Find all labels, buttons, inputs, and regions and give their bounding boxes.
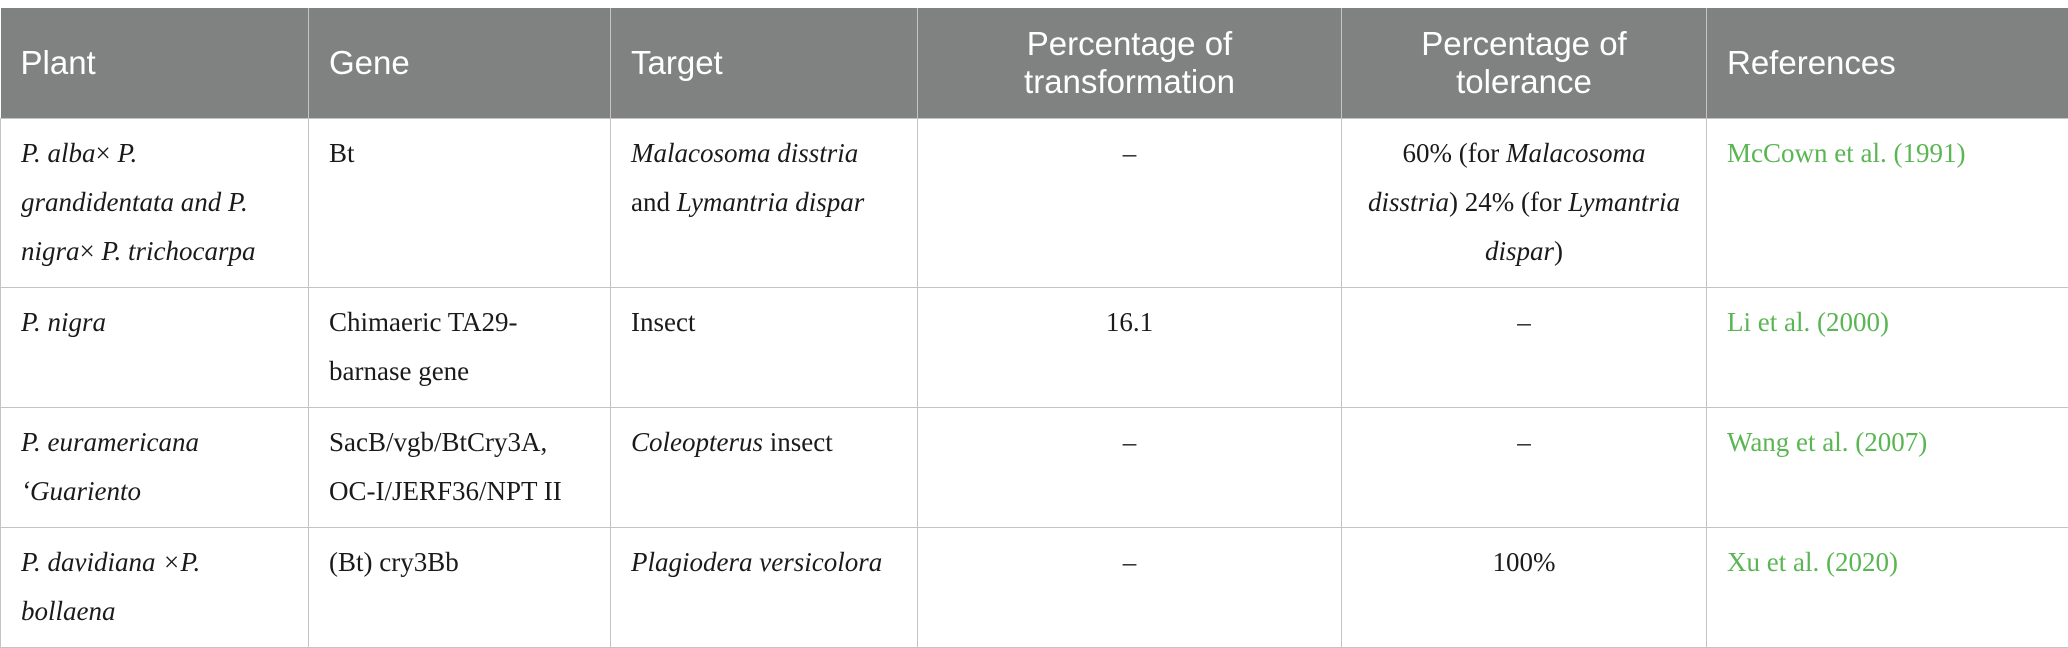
italic-text: Malacosoma disstria [631, 138, 858, 168]
italic-text: P. nigra [21, 307, 106, 337]
cell-reference-link[interactable]: Wang et al. (2007) [1707, 407, 2068, 527]
header-references: References [1707, 8, 2068, 118]
cell-target: Malacosoma disstria and Lymantria dispar [611, 118, 918, 287]
italic-text: P. trichocarpa [102, 236, 256, 266]
text: 60% (for [1403, 138, 1506, 168]
cell-gene: Chimaeric TA29-barnase gene [309, 287, 611, 407]
header-tolerance-line2: tolerance [1456, 63, 1592, 100]
header-gene: Gene [309, 8, 611, 118]
italic-text: Plagiodera versicolora [631, 547, 882, 577]
cell-gene: (Bt) cry3Bb [309, 527, 611, 647]
italic-text: Coleopterus [631, 427, 763, 457]
cell-gene: Bt [309, 118, 611, 287]
cell-transformation: – [918, 527, 1342, 647]
cell-transformation: – [918, 407, 1342, 527]
header-target: Target [611, 8, 918, 118]
cell-reference-link[interactable]: Xu et al. (2020) [1707, 527, 2068, 647]
italic-text: and [174, 187, 228, 217]
text: ) 24% (for [1449, 187, 1568, 217]
header-transformation-line2: transformation [1024, 63, 1235, 100]
cell-tolerance: 100% [1342, 527, 1707, 647]
table-row: P. nigra Chimaeric TA29-barnase gene Ins… [1, 287, 2068, 407]
italic-text: P. alba [21, 138, 96, 168]
italic-text: Lymantria dispar [677, 187, 864, 217]
cell-target: Coleopterus insect [611, 407, 918, 527]
text: Chimaeric TA29-barnase gene [329, 307, 518, 386]
cell-tolerance: – [1342, 287, 1707, 407]
text: × [96, 138, 118, 168]
text: (Bt) cry3Bb [329, 547, 459, 577]
cell-plant: P. nigra [1, 287, 309, 407]
text: × [80, 236, 102, 266]
table-row: P. davidiana ×P. bollaena (Bt) cry3Bb Pl… [1, 527, 2068, 647]
cell-target: Plagiodera versicolora [611, 527, 918, 647]
cell-gene: SacB/vgb/BtCry3A, OC-I/JERF36/NPT II [309, 407, 611, 527]
cell-plant: P. euramericana ‘Guariento [1, 407, 309, 527]
text: insect [763, 427, 833, 457]
table-row: P. euramericana ‘Guariento SacB/vgb/BtCr… [1, 407, 2068, 527]
cell-tolerance: 60% (for Malacosoma disstria) 24% (for L… [1342, 118, 1707, 287]
text: Insect [631, 307, 695, 337]
cell-transformation: 16.1 [918, 287, 1342, 407]
cell-target: Insect [611, 287, 918, 407]
text: – [1517, 427, 1531, 457]
cell-transformation: – [918, 118, 1342, 287]
cell-plant: P. davidiana ×P. bollaena [1, 527, 309, 647]
text: – [1517, 307, 1531, 337]
table-body: P. alba× P. grandidentata and P. nigra× … [1, 118, 2068, 647]
header-tolerance-line1: Percentage of [1421, 25, 1626, 62]
text: and [631, 187, 677, 217]
cell-reference-link[interactable]: Li et al. (2000) [1707, 287, 2068, 407]
italic-text: P. davidiana ×P. bollaena [21, 547, 200, 626]
cell-plant: P. alba× P. grandidentata and P. nigra× … [1, 118, 309, 287]
italic-text: P. euramericana ‘Guariento [21, 427, 199, 506]
header-plant: Plant [1, 8, 309, 118]
cell-tolerance: – [1342, 407, 1707, 527]
text: ) [1554, 236, 1563, 266]
cell-reference-link[interactable]: McCown et al. (1991) [1707, 118, 2068, 287]
text: Bt [329, 138, 355, 168]
header-transformation-line1: Percentage of [1027, 25, 1232, 62]
text: SacB/vgb/BtCry3A, OC-I/JERF36/NPT II [329, 427, 562, 506]
table-row: P. alba× P. grandidentata and P. nigra× … [1, 118, 2068, 287]
text: 100% [1493, 547, 1556, 577]
